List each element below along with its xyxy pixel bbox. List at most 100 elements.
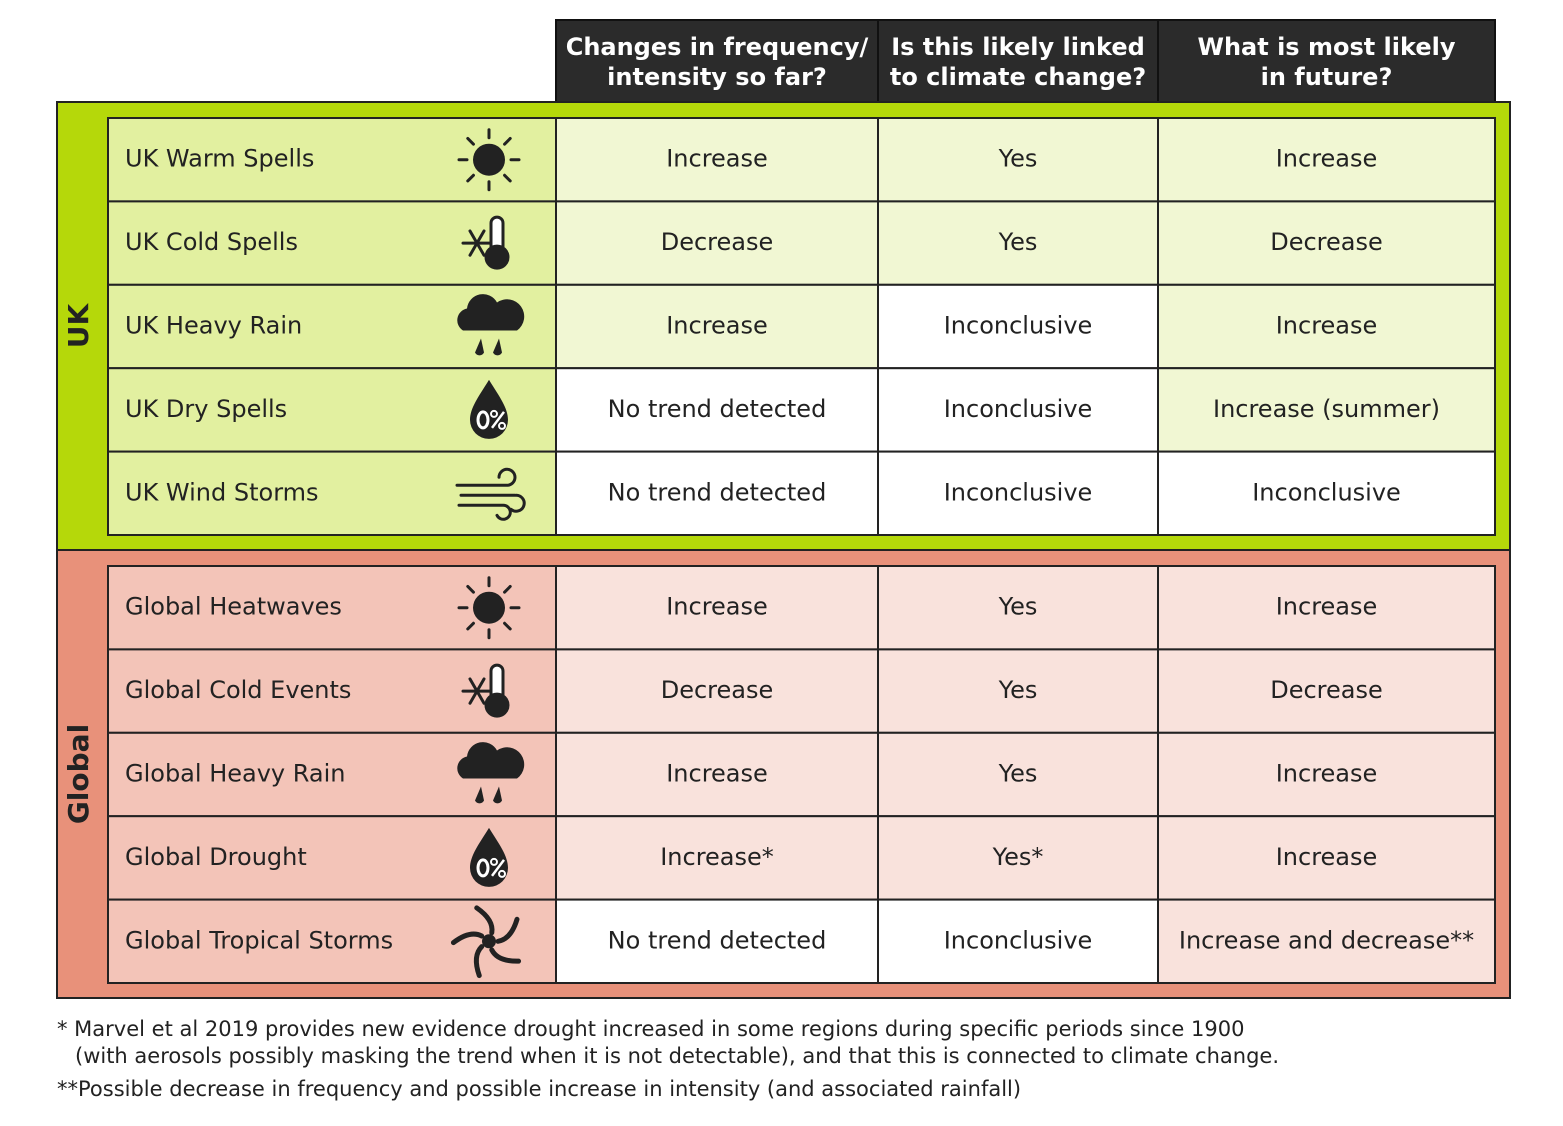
cell-text: Decrease [661, 228, 774, 256]
row-name: UK Cold Spells [125, 228, 298, 256]
cell-text: Decrease [661, 676, 774, 704]
cell-text: No trend detected [608, 395, 827, 423]
drop [475, 786, 484, 804]
header-text: intensity so far? [607, 63, 827, 91]
cell-text: Inconclusive [944, 926, 1093, 954]
arm [489, 947, 522, 964]
dot [498, 421, 506, 430]
row-name: Global Tropical Storms [125, 926, 393, 954]
data-cell [1157, 898, 1496, 984]
flake [468, 229, 486, 257]
data-cell [555, 731, 879, 818]
cell-text: Yes [998, 145, 1038, 173]
zero [476, 410, 490, 430]
cell-text: Increase* [660, 843, 774, 871]
cell-text: Increase and decrease** [1179, 926, 1474, 954]
ray [503, 173, 512, 183]
icon [461, 663, 510, 718]
data-cell [877, 731, 1159, 818]
bulb [484, 244, 510, 270]
cell-text: Increase [1276, 145, 1378, 173]
ray [466, 136, 475, 146]
data-cell [877, 898, 1159, 984]
cell-text: Decrease [1270, 228, 1383, 256]
data-cell [1157, 731, 1496, 818]
header-text: in future? [1261, 63, 1393, 91]
cloud [457, 294, 525, 331]
sun [473, 591, 505, 624]
row-name: Global Drought [125, 843, 307, 871]
arm [473, 944, 485, 979]
row-name: Global Heavy Rain [125, 760, 345, 788]
cell-text: Inconclusive [944, 395, 1093, 423]
dot [498, 869, 506, 878]
data-cell [877, 283, 1159, 370]
arm [474, 905, 495, 936]
ray [503, 584, 512, 594]
icon [461, 215, 510, 270]
cloud [457, 742, 525, 779]
header-cell [877, 19, 1159, 103]
header-text: What is most likely [1198, 33, 1456, 61]
header-text: Is this likely linked [891, 33, 1145, 61]
name-cell [107, 565, 557, 651]
cell-text: Increase [1276, 593, 1378, 621]
icon [455, 467, 526, 521]
cell-text: Yes [998, 593, 1038, 621]
ray [503, 621, 512, 631]
data-cell [555, 450, 879, 537]
icon [457, 742, 525, 804]
eye [482, 934, 496, 949]
ray [466, 621, 475, 631]
cell-text: Decrease [1270, 676, 1383, 704]
cell-text: Increase [1276, 312, 1378, 340]
group-label: Global [62, 724, 95, 824]
arm [495, 916, 520, 944]
group-label: UK [62, 302, 95, 348]
data-cell [877, 565, 1159, 651]
icon [457, 128, 521, 192]
cell-text: Inconclusive [944, 312, 1093, 340]
dot [490, 857, 498, 866]
cell-text: No trend detected [608, 478, 827, 506]
data-cell [555, 200, 879, 286]
flake [468, 677, 486, 705]
cell-text: No trend detected [608, 926, 827, 954]
drop [475, 338, 484, 356]
data-cell [877, 367, 1159, 453]
data-cell [1157, 200, 1496, 286]
row-name: UK Wind Storms [125, 478, 319, 506]
row-name: Global Cold Events [125, 676, 351, 704]
footnote: **Possible decrease in frequency and pos… [57, 1077, 1021, 1101]
bulb [484, 692, 510, 718]
data-cell [877, 450, 1159, 537]
icon [457, 294, 525, 356]
zero [476, 858, 490, 878]
cell-text: Increase [1276, 843, 1378, 871]
icon [470, 827, 508, 887]
row-name: UK Warm Spells [125, 145, 314, 173]
footnote: (with aerosols possibly masking the tren… [75, 1044, 1279, 1068]
data-cell [877, 200, 1159, 286]
wind [455, 467, 517, 487]
slash [491, 411, 505, 429]
data-cell [1157, 565, 1496, 651]
ray [466, 173, 475, 183]
cell-text: Yes* [992, 843, 1044, 871]
row-name: UK Dry Spells [125, 395, 287, 423]
header-cell [1157, 19, 1496, 103]
data-cell [1157, 815, 1496, 901]
data-cell [1157, 648, 1496, 734]
ray [466, 584, 475, 594]
footnote: * Marvel et al 2019 provides new evidenc… [57, 1017, 1244, 1041]
cell-text: Yes [998, 228, 1038, 256]
row-name: UK Heavy Rain [125, 312, 302, 340]
arm [450, 931, 485, 946]
cell-text: Increase [666, 312, 768, 340]
sun [473, 143, 505, 176]
icon [450, 905, 522, 979]
header-text: Changes in frequency/ [566, 33, 869, 61]
data-cell [877, 117, 1159, 203]
drop [493, 338, 502, 356]
